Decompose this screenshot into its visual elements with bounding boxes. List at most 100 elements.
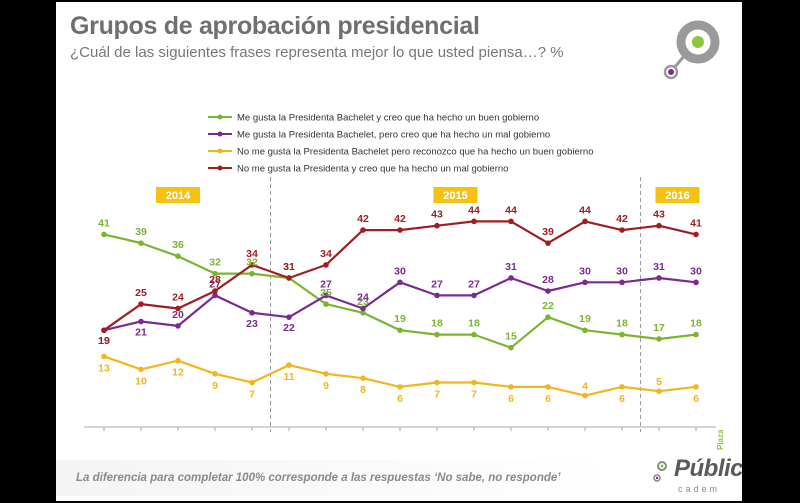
data-point xyxy=(323,292,329,299)
data-point xyxy=(545,314,551,320)
data-point xyxy=(508,384,514,390)
series-line-3 xyxy=(103,355,697,397)
year-label-2015: 2015 xyxy=(443,190,467,202)
data-label: 9 xyxy=(323,380,329,392)
data-point xyxy=(434,222,440,229)
data-point xyxy=(693,279,699,286)
x-axis: 25-Jul22-Ago03-Oct07-Nov19-Dic09-Ene27-F… xyxy=(84,426,716,431)
data-point xyxy=(545,288,551,294)
data-label: 6 xyxy=(693,393,699,405)
data-point xyxy=(397,327,403,334)
data-label: 6 xyxy=(545,393,551,405)
data-label: 18 xyxy=(468,318,480,330)
data-point xyxy=(323,262,329,268)
data-label: 22 xyxy=(283,322,295,334)
data-point xyxy=(545,240,551,246)
data-label: 27 xyxy=(431,278,443,290)
data-point xyxy=(656,222,662,229)
data-point xyxy=(656,275,662,281)
data-label: 43 xyxy=(653,209,665,221)
data-label: 25 xyxy=(135,287,147,299)
year-label-2016: 2016 xyxy=(665,190,689,202)
data-point xyxy=(508,275,514,281)
data-label: 30 xyxy=(616,265,628,277)
series-points xyxy=(101,218,699,399)
data-point xyxy=(582,327,588,334)
data-label: 27 xyxy=(209,278,221,290)
brand-dots-icon xyxy=(653,461,667,482)
legend-label-1: Me gusta la Presidenta Bachelet y creo q… xyxy=(237,113,539,124)
data-label: 13 xyxy=(98,362,110,374)
data-point xyxy=(101,231,107,238)
data-label: 20 xyxy=(172,309,184,321)
data-point xyxy=(212,371,218,377)
data-label: 34 xyxy=(246,248,258,260)
legend-marker-3 xyxy=(217,148,223,154)
data-point xyxy=(471,292,477,299)
data-label: 32 xyxy=(209,257,221,269)
data-point xyxy=(656,388,662,395)
data-point xyxy=(286,362,292,368)
data-label: 15 xyxy=(505,331,517,343)
data-label: 44 xyxy=(468,204,480,216)
data-point xyxy=(508,344,514,351)
data-label: 12 xyxy=(172,367,184,379)
data-label: 23 xyxy=(246,318,258,330)
data-point xyxy=(471,218,477,225)
data-label: 44 xyxy=(579,204,591,216)
data-point xyxy=(360,375,366,381)
data-point xyxy=(545,384,551,390)
data-point xyxy=(138,301,144,307)
chart-legend: Me gusta la Presidenta Bachelet y creo q… xyxy=(208,113,594,175)
data-label: 43 xyxy=(431,209,443,221)
data-point xyxy=(286,314,292,320)
data-label: 30 xyxy=(394,265,406,277)
year-box-2016 xyxy=(655,187,700,203)
data-point xyxy=(249,270,255,277)
brand-sub: cadem xyxy=(678,484,721,494)
data-label: 23 xyxy=(357,296,369,308)
data-label: 7 xyxy=(249,389,255,401)
data-point xyxy=(212,270,218,277)
data-point xyxy=(471,379,477,386)
data-point xyxy=(101,353,107,360)
data-label: 10 xyxy=(135,375,147,387)
data-point xyxy=(175,305,181,312)
data-label: 41 xyxy=(690,217,702,229)
data-label: 31 xyxy=(653,261,665,273)
data-point xyxy=(434,379,440,386)
data-label: 28 xyxy=(209,274,221,286)
data-label: 36 xyxy=(172,239,184,251)
data-label: 42 xyxy=(394,213,406,225)
data-point xyxy=(323,301,329,307)
data-label: 18 xyxy=(431,318,443,330)
data-label: 18 xyxy=(616,318,628,330)
data-label: 19 xyxy=(98,335,110,347)
data-point xyxy=(138,240,144,246)
data-label: 25 xyxy=(320,287,332,299)
data-point xyxy=(175,357,181,364)
year-box-2014 xyxy=(156,187,200,203)
data-point xyxy=(434,331,440,338)
data-label: 6 xyxy=(619,393,625,405)
data-label: 21 xyxy=(135,327,147,339)
page-title: Grupos de aprobación presidencial xyxy=(70,12,480,40)
legend-marker-1 xyxy=(217,114,223,120)
data-label: 44 xyxy=(505,204,517,216)
data-label: 6 xyxy=(397,393,403,405)
legend-label-4: No me gusta la Presidenta y creo que ha … xyxy=(237,164,508,175)
data-label: 5 xyxy=(656,376,662,388)
data-point xyxy=(360,227,366,233)
data-point xyxy=(249,310,255,316)
data-point xyxy=(323,371,329,377)
data-point xyxy=(508,218,514,225)
brand-tag: Plaza xyxy=(716,429,725,450)
data-label: 24 xyxy=(357,291,369,303)
year-label-2014: 2014 xyxy=(166,190,191,202)
data-label: 31 xyxy=(505,261,517,273)
data-label: 39 xyxy=(135,226,147,238)
legend-marker-2 xyxy=(217,131,223,137)
data-label: 42 xyxy=(357,213,369,225)
data-label: 7 xyxy=(471,389,477,401)
data-point xyxy=(656,336,662,342)
